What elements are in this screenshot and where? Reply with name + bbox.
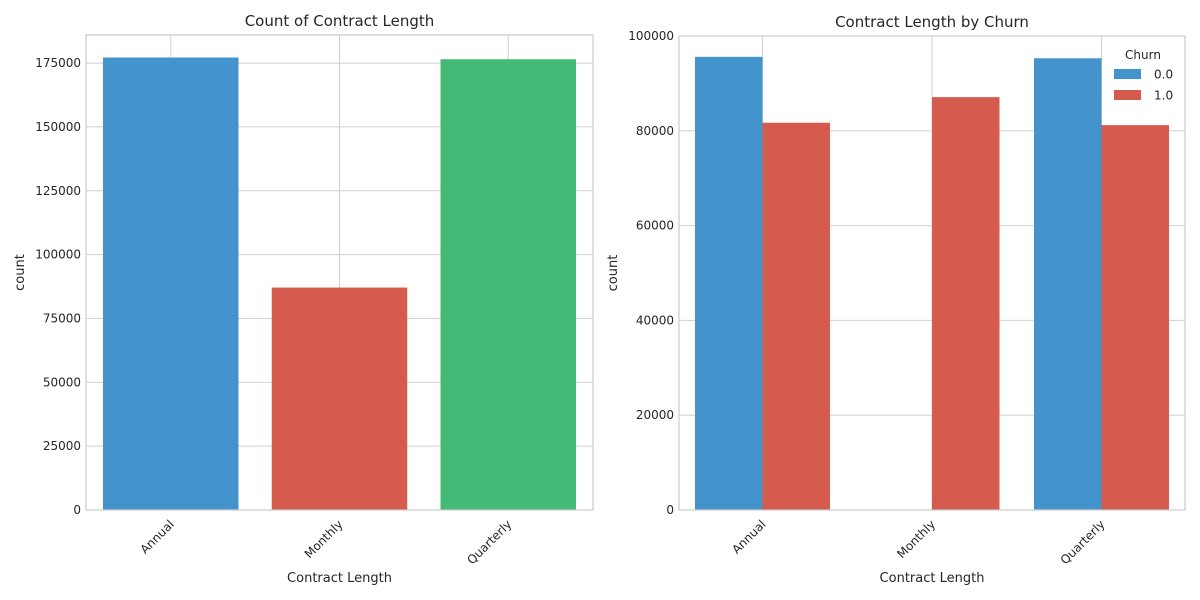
- y-tick-label: 60000: [636, 219, 674, 233]
- plot-frame: [85, 34, 594, 511]
- y-tick-label: 20000: [636, 408, 674, 422]
- y-tick-label: 50000: [43, 375, 81, 389]
- legend-label-0-0: 0.0: [1154, 68, 1173, 82]
- y-tick-label: 75000: [43, 311, 81, 325]
- x-tick-label-quarterly: Quarterly: [1058, 517, 1108, 567]
- bar-quarterly-churn-1-0: [1101, 125, 1169, 510]
- y-tick-label: 0: [666, 503, 674, 517]
- y-tick-label: 175000: [35, 56, 81, 70]
- y-axis-label: count: [606, 255, 621, 292]
- bar-monthly-churn-1-0: [932, 97, 1000, 511]
- bar-annual-churn-1-0: [762, 122, 830, 510]
- left-chart-count-of-contract-length: 0 25000 50000 75000 100000 125000 150000 175000…: [13, 12, 594, 586]
- legend: Churn 0.0 1.0: [1114, 48, 1173, 103]
- legend-title: Churn: [1125, 48, 1161, 62]
- bar-quarterly-churn-0-0: [1034, 58, 1102, 510]
- x-axis-label: Contract Length: [880, 571, 985, 586]
- x-tick-label-quarterly: Quarterly: [464, 517, 514, 567]
- y-tick-label: 0: [73, 503, 81, 517]
- y-axis-label: count: [13, 254, 28, 291]
- bar-annual-churn-0-0: [695, 56, 763, 511]
- x-tick-label-monthly: Monthly: [894, 517, 938, 561]
- y-tick-label: 80000: [636, 124, 674, 138]
- x-tick-label-annual: Annual: [729, 517, 768, 556]
- x-tick-label-monthly: Monthly: [302, 517, 346, 561]
- plot-frame: [678, 35, 1186, 511]
- x-axis-label: Contract Length: [287, 571, 392, 586]
- x-tick-label-annual: Annual: [137, 517, 176, 556]
- y-tick-label: 150000: [35, 120, 81, 134]
- legend-swatch-0-0: [1114, 69, 1141, 79]
- chart-title: Count of Contract Length: [245, 12, 435, 30]
- right-chart-contract-length-by-churn: 0 20000 40000 60000 80000 100000 Annual Monthly…: [606, 13, 1186, 586]
- y-tick-label: 40000: [636, 313, 674, 327]
- y-tick-label: 125000: [35, 184, 81, 198]
- legend-label-1-0: 1.0: [1154, 89, 1173, 103]
- legend-swatch-1-0: [1114, 90, 1141, 100]
- y-tick-label: 100000: [35, 248, 81, 262]
- bar-annual: [103, 57, 239, 511]
- bar-monthly: [271, 287, 408, 510]
- y-tick-label: 25000: [43, 439, 81, 453]
- bar-quarterly: [440, 59, 576, 511]
- chart-title: Contract Length by Churn: [835, 13, 1029, 31]
- y-tick-label: 100000: [628, 29, 674, 43]
